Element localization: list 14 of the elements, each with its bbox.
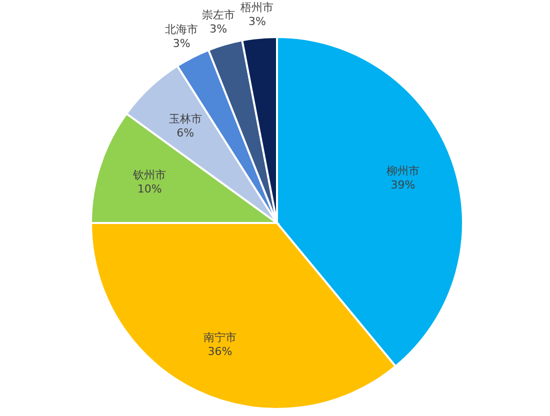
data-label: 6% <box>176 126 194 140</box>
slice-label: 北海市 <box>165 22 198 36</box>
data-label: 10% <box>137 182 162 196</box>
slice-label: 南宁市 <box>203 331 236 344</box>
slice-label: 钦州市 <box>132 168 166 182</box>
data-label: 3% <box>172 36 190 50</box>
data-label: 3% <box>210 22 228 36</box>
slice-label: 玉林市 <box>168 112 202 126</box>
data-label: 36% <box>208 345 232 358</box>
slice-label: 梧州市 <box>240 0 274 14</box>
slice-label: 崇左市 <box>202 8 235 22</box>
slice-label: 柳州市 <box>386 164 420 178</box>
data-label: 3% <box>248 14 266 28</box>
data-label: 39% <box>390 178 416 192</box>
